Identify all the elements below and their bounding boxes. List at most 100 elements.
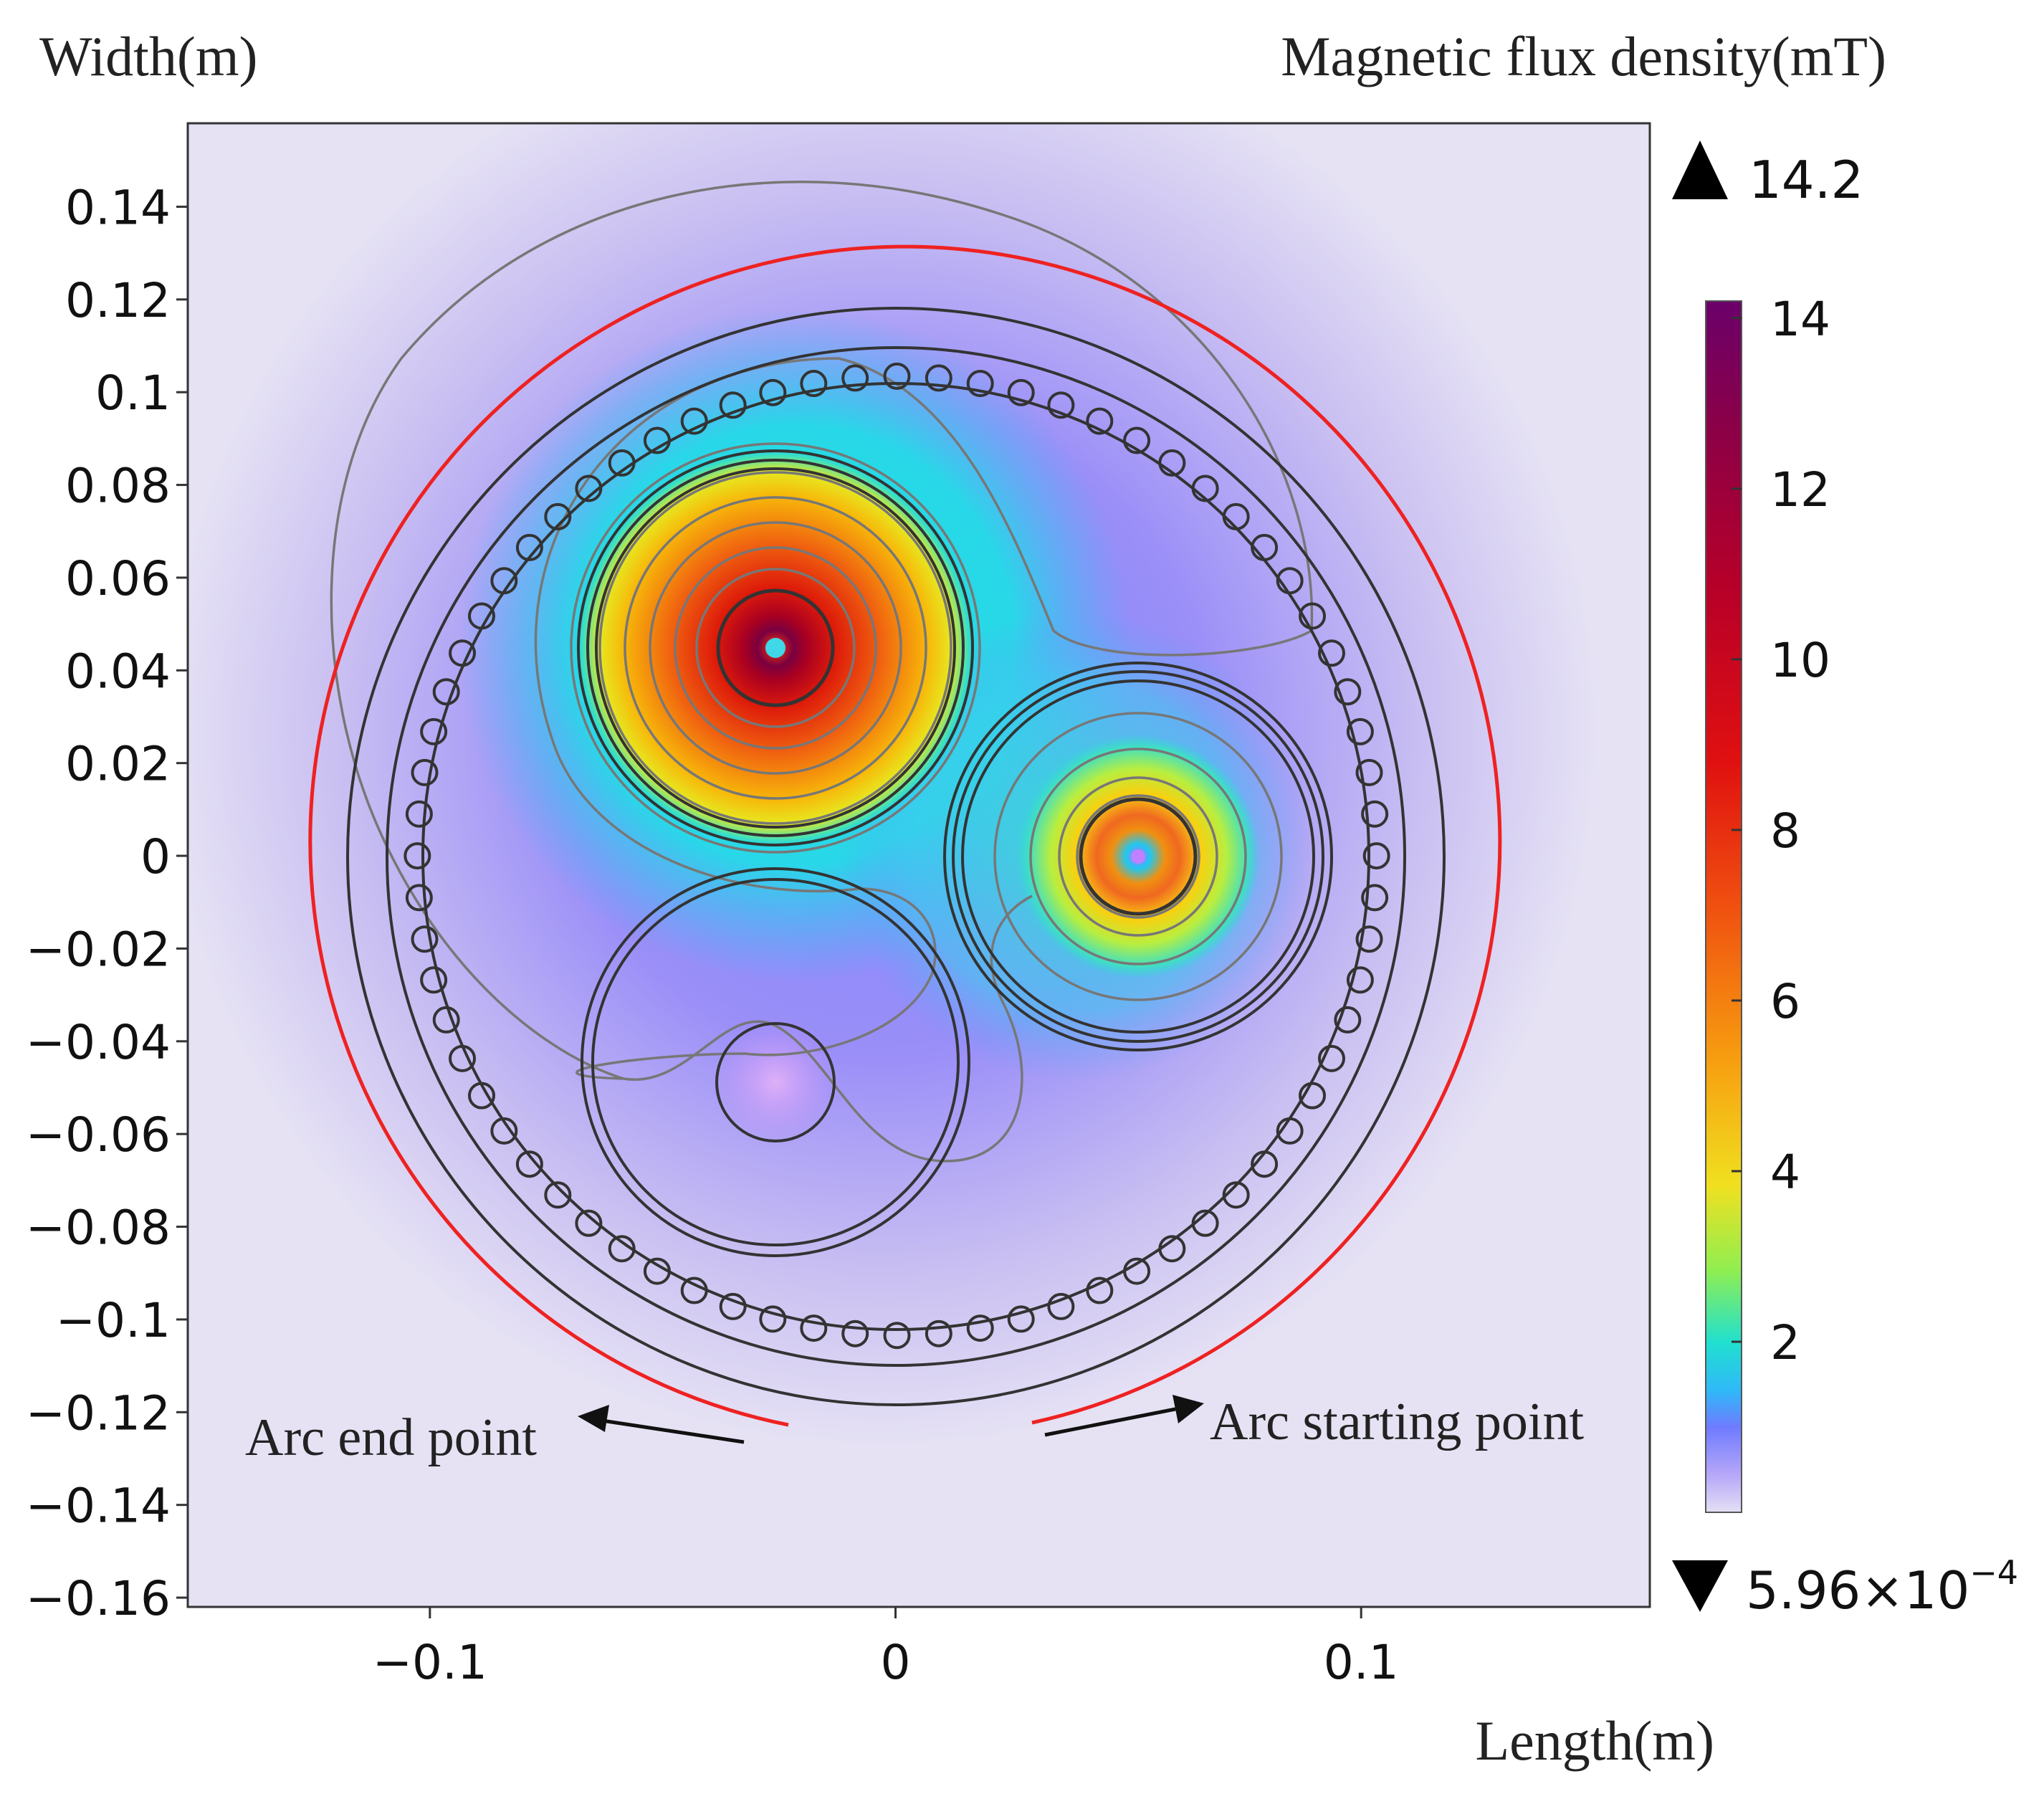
y-tick-label: 0.04 [65,644,171,699]
contour-ring [993,712,1283,1001]
y-tick-label: −0.08 [26,1201,171,1256]
armor-wire [515,533,543,561]
armor-wire [405,884,433,912]
armor-wire [1361,800,1389,828]
armor-wire [1317,639,1345,667]
armor-wire [966,1314,994,1342]
colorbar-bar [1705,300,1742,1513]
y-tick-label: 0.08 [65,459,171,514]
y-tick-label: 0.02 [65,737,171,792]
x-axis: −0.1 0 0.1 [373,1607,1399,1690]
y-tick-label: −0.1 [56,1293,171,1348]
armor-wire [1362,842,1390,870]
y-tick-label: 0 [140,829,171,884]
armor-wire [1086,1277,1114,1304]
armor-wire [1355,925,1383,953]
medium-conductor-core-edge [1079,797,1198,916]
big-conductor-insulation-mid [586,459,965,837]
arc-end-arrow-head [578,1405,609,1432]
armor-wire [1299,1082,1327,1110]
armor-wire [544,502,572,530]
armor-wire [1334,1006,1362,1034]
armor-wire [800,1314,828,1342]
y-tick-label: 0.14 [65,180,171,235]
armor-wire-ring [403,362,1390,1350]
armor-wire [608,449,636,477]
small-conductor-insulation-outer [581,867,970,1257]
armor-wire [759,1305,787,1333]
armor-wire [1317,1044,1345,1072]
contour-ring [649,521,902,775]
cable-sheath-outer [346,307,1446,1406]
armor-wire [841,364,869,392]
arc-start-annotation: Arc starting point [1044,1393,1584,1451]
armor-wire [1276,1117,1304,1145]
arc-start-label: Arc starting point [1210,1393,1584,1451]
armor-wire [719,391,747,419]
big-conductor-core [765,638,785,658]
armor-wire [883,1322,911,1350]
arc-end-label: Arc end point [245,1408,537,1467]
armor-wire [925,1320,952,1347]
medium-conductor-core [1131,849,1145,864]
armor-wire [1299,602,1327,630]
medium-conductor-insulation-inner [961,679,1315,1034]
armor-wire [467,602,495,630]
armor-wire [1047,391,1075,419]
armor-wire [544,1181,572,1209]
armor-wire [467,1082,495,1110]
x-tick-label: 0.1 [1324,1635,1399,1690]
armor-wire [1276,567,1304,595]
arc-end-annotation: Arc end point [245,1405,745,1467]
y-tick-label: −0.02 [26,922,171,977]
armor-wire [1191,1209,1219,1237]
cable-sheath-inner [386,346,1406,1367]
colorbar-max-label: 14.2 [1749,150,1863,210]
small-conductor-insulation-inner [591,878,960,1246]
armor-wire [841,1320,869,1347]
max-triangle-icon [1672,140,1728,199]
colorbar-tick-label: 4 [1770,1145,1800,1200]
colorbar-min-exponent: −4 [1969,1553,2018,1592]
contour-ring [598,471,952,825]
colorbar-min-mantissa: 5.96×10 [1746,1560,1969,1621]
y-tick-label: −0.04 [26,1015,171,1070]
armor-wire [1334,678,1362,706]
plot-frame [186,122,1651,1608]
contour-ring [570,442,981,854]
armor-wire [449,639,477,667]
armor-wire [420,966,448,994]
contour-ring [1029,748,1247,965]
colorbar-tick-label: 10 [1770,633,1830,688]
contour-ring [695,568,856,728]
armor-wire [680,407,708,435]
measurement-arc [308,244,1502,1427]
armor-wire [1346,717,1374,745]
y-tick-label: −0.14 [26,1479,171,1534]
min-triangle-icon [1672,1560,1728,1612]
armor-wire [411,925,439,953]
colorbar-tick-label: 12 [1770,462,1830,517]
colorbar-title: Magnetic flux density(mT) [1281,25,1886,87]
big-conductor-insulation-outer [577,449,974,846]
armor-wire [575,1209,603,1237]
armor-wire [1222,1181,1250,1209]
colorbar-tick-label: 14 [1770,292,1830,347]
armor-wire [1191,474,1219,502]
cable-armor-inner [421,382,1370,1331]
small-conductor-field [711,1018,840,1147]
armor-wire [1346,966,1374,994]
armor-wire [608,1235,636,1263]
armor-wire [1355,758,1383,786]
contour-large-loop [330,180,1314,1080]
big-conductor-core-edge [716,588,835,707]
colorbar: 14.2 2 4 6 8 10 12 14 5.96×10−4 [1672,140,2018,1621]
armor-wire [1251,1150,1279,1178]
armor-wire [1007,1305,1035,1333]
contour-outer-loop [534,357,1312,1163]
armor-wire [966,370,994,398]
armor-wire [1158,449,1186,477]
armor-wire [1222,502,1250,530]
small-conductor-core-edge [715,1022,836,1142]
armor-wire [759,378,787,406]
